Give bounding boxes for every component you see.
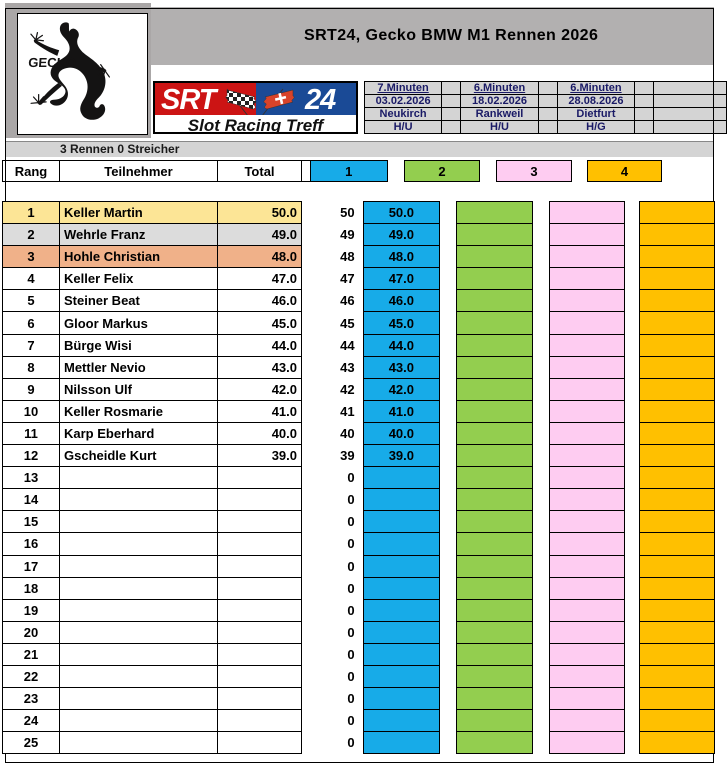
svg-text:GECKO: GECKO [28,55,77,70]
